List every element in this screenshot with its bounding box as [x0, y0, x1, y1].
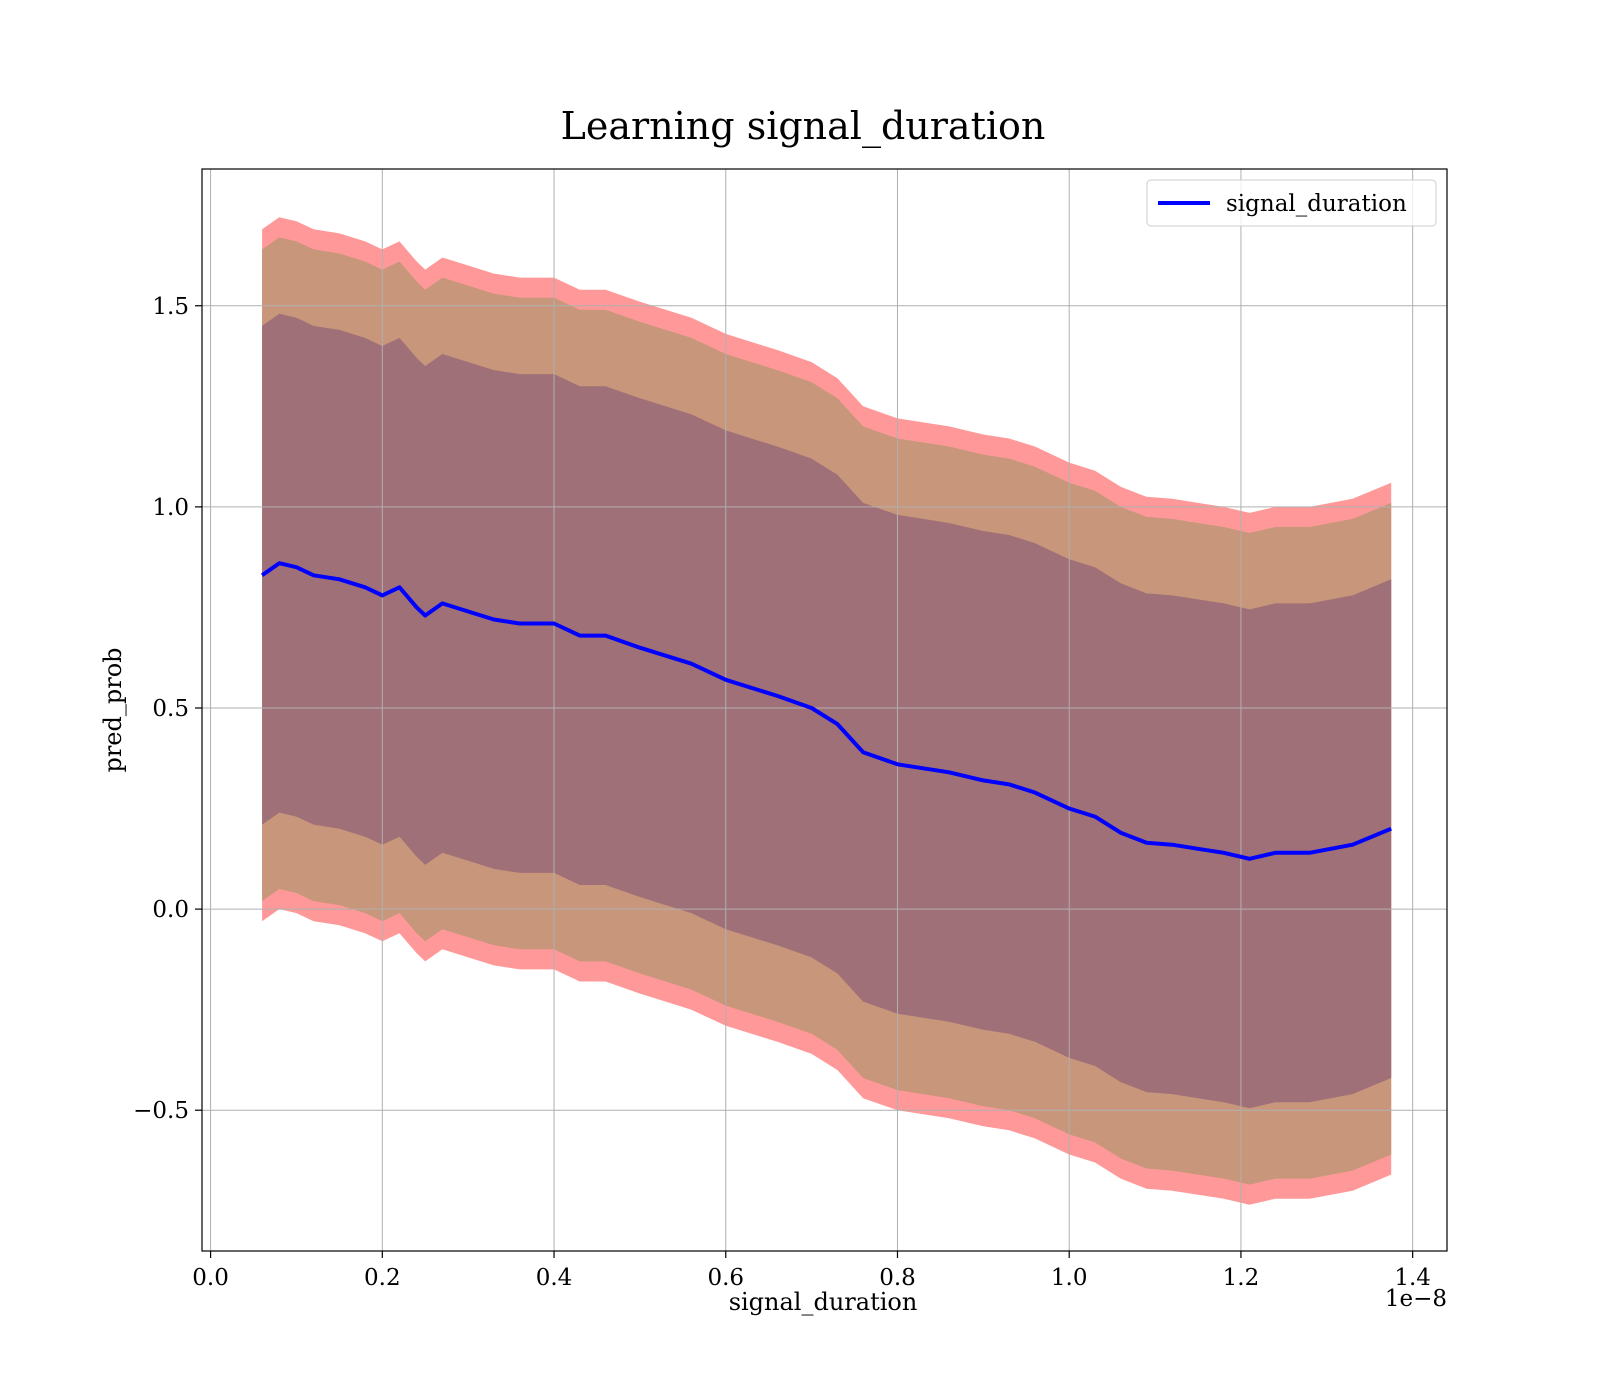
y-tick-label-0: −0.5	[133, 1098, 189, 1124]
x-tick-label-5: 1.0	[1051, 1265, 1088, 1291]
y-tick-label-3: 1.0	[152, 495, 189, 521]
x-tick-label-3: 0.6	[707, 1265, 744, 1291]
legend-label: signal_duration	[1226, 191, 1407, 217]
series-line-signal-duration	[260, 561, 1392, 861]
x-axis-ticks: 0.0 0.2 0.4 0.6 0.8 1.0 1.2 1.4	[192, 1251, 1431, 1291]
series-layer	[260, 561, 1392, 861]
plot-frame	[201, 168, 1448, 1252]
legend-box	[1146, 179, 1437, 227]
x-axis-offset-label: 1e−8	[1385, 1286, 1447, 1312]
x-tick-label-6: 1.2	[1223, 1265, 1260, 1291]
y-tick-label-4: 1.5	[152, 294, 189, 320]
chart-title: Learning signal_duration	[561, 104, 1046, 149]
x-tick-label-2: 0.4	[536, 1265, 573, 1291]
legend: signal_duration	[1146, 179, 1437, 227]
x-tick-label-7: 1.4	[1394, 1265, 1431, 1291]
x-tick-label-0: 0.0	[192, 1265, 229, 1291]
y-axis-ticks: −0.5 0.0 0.5 1.0 1.5	[133, 294, 202, 1124]
grid-lines	[202, 169, 1447, 1251]
x-axis-label: signal_duration	[729, 1288, 918, 1316]
y-tick-label-2: 0.5	[152, 696, 189, 722]
y-axis-label: pred_prob	[99, 647, 127, 772]
y-tick-label-1: 0.0	[152, 897, 189, 923]
uncertainty-bands	[262, 217, 1392, 1205]
x-tick-label-4: 0.8	[879, 1265, 916, 1291]
x-tick-label-1: 0.2	[364, 1265, 401, 1291]
